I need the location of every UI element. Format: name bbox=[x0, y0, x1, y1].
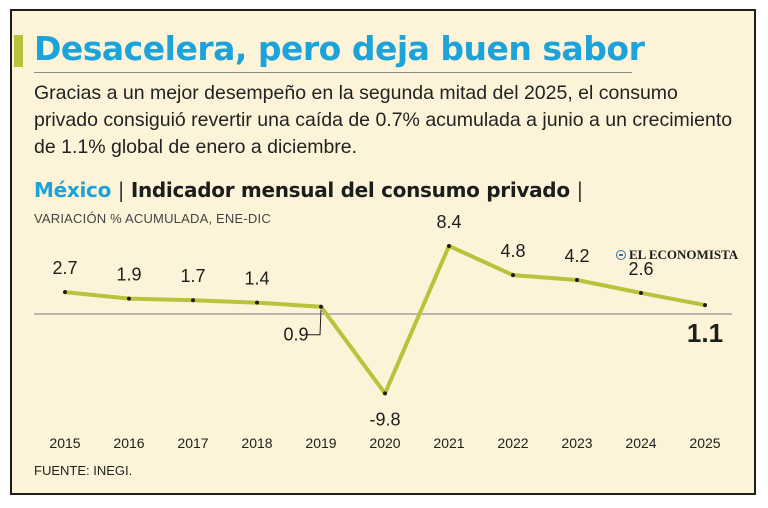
brand-name: EL ECONOMISTA bbox=[629, 247, 739, 262]
data-label: 1.4 bbox=[244, 269, 269, 289]
accent-bar bbox=[14, 35, 23, 67]
label-leader-line bbox=[307, 309, 322, 336]
x-tick-label: 2016 bbox=[113, 435, 144, 451]
source-note: FUENTE: INEGI. bbox=[34, 463, 133, 478]
data-point bbox=[383, 391, 387, 396]
data-point bbox=[447, 243, 451, 248]
data-label: 1.9 bbox=[116, 265, 141, 285]
line-chart: 2.7 1.9 1.7 1.4 0.9 -9.8 8.4 4.8 4.2 2.6 1.1 2015 2… bbox=[34, 212, 732, 451]
data-point bbox=[511, 273, 515, 278]
data-label: 1.7 bbox=[180, 266, 205, 286]
data-label: 0.9 bbox=[283, 325, 308, 345]
chart-title-trailing-separator: | bbox=[576, 178, 583, 202]
data-label: 2.6 bbox=[628, 259, 653, 279]
x-tick-label: 2017 bbox=[177, 435, 208, 451]
x-tick-label: 2025 bbox=[689, 435, 720, 451]
x-tick-label: 2021 bbox=[433, 435, 464, 451]
data-label: 8.4 bbox=[436, 212, 461, 232]
x-tick-label: 2020 bbox=[369, 435, 400, 451]
data-label: 1.1 bbox=[687, 318, 723, 348]
chart-country: México bbox=[34, 178, 112, 202]
headline-rule bbox=[34, 72, 632, 73]
data-point bbox=[703, 303, 707, 308]
series-line bbox=[63, 243, 707, 396]
data-point bbox=[255, 300, 259, 305]
chart-title-separator: | bbox=[117, 178, 125, 202]
x-tick-label: 2023 bbox=[561, 435, 592, 451]
x-tick-label: 2015 bbox=[49, 435, 80, 451]
infographic-card: Desacelera, pero deja buen sabor Gracias… bbox=[10, 9, 756, 495]
data-label: 2.7 bbox=[52, 258, 77, 278]
x-tick-label: 2022 bbox=[497, 435, 528, 451]
x-tick-label: 2024 bbox=[625, 435, 656, 451]
subtitle: Gracias a un mejor desempeño en la segun… bbox=[34, 82, 733, 158]
x-tick-label: 2018 bbox=[241, 435, 272, 451]
data-label: 4.2 bbox=[564, 246, 589, 266]
brand-globe-icon bbox=[616, 250, 626, 260]
chart-title: México | Indicador mensual del consumo p… bbox=[34, 178, 583, 202]
data-label: -9.8 bbox=[369, 409, 400, 429]
chart-subtitle: VARIACIÓN % ACUMULADA, ENE-DIC bbox=[34, 211, 271, 226]
data-label: 4.8 bbox=[500, 241, 525, 261]
data-point bbox=[191, 298, 195, 303]
headline: Desacelera, pero deja buen sabor bbox=[34, 29, 645, 68]
chart-title-text: Indicador mensual del consumo privado bbox=[130, 178, 570, 202]
data-point bbox=[575, 277, 579, 282]
data-point bbox=[127, 296, 131, 301]
data-point bbox=[319, 304, 323, 309]
data-point bbox=[63, 290, 67, 295]
data-point bbox=[639, 290, 643, 295]
brand-logo: EL ECONOMISTA bbox=[616, 247, 738, 263]
x-tick-label: 2019 bbox=[305, 435, 336, 451]
